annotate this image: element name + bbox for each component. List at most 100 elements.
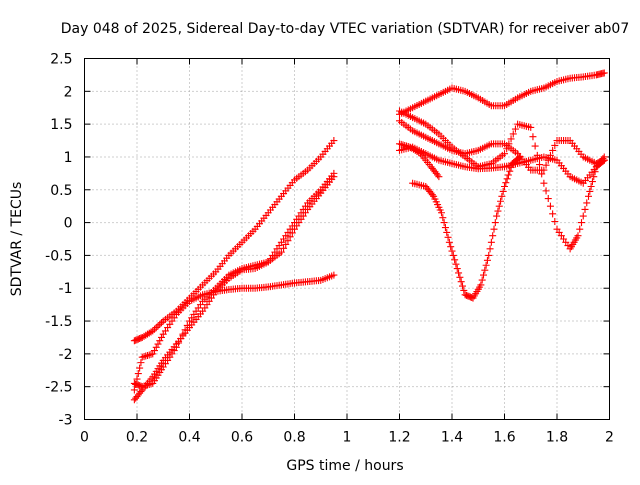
data-point-interp [136, 389, 144, 397]
data-point-interp [564, 242, 572, 250]
data-point-interp [480, 271, 487, 279]
series-track-2 [130, 169, 338, 391]
data-point [540, 179, 548, 187]
data-point-interp [301, 209, 309, 217]
data-point-interp [551, 156, 559, 164]
data-point-interp [491, 219, 499, 227]
data-point-interp [158, 333, 165, 341]
data-point-interp [210, 288, 218, 296]
data-point-interp [544, 195, 552, 203]
data-point-interp [328, 272, 336, 280]
data-point-interp [449, 251, 457, 259]
data-point-interp [170, 343, 178, 351]
data-point-interp [223, 277, 231, 285]
data-point-interp [507, 163, 515, 171]
data-point-interp [236, 240, 244, 248]
data-point-interp [136, 364, 144, 372]
data-point-interp [578, 219, 585, 227]
series-track-10 [396, 140, 443, 181]
data-point-interp [590, 166, 598, 174]
y-axis-label: SDTVAR / TECUs [9, 182, 25, 297]
data-point-interp [472, 147, 480, 155]
series-track-9 [409, 153, 524, 302]
data-point-interp [514, 155, 522, 163]
data-point-interp [170, 314, 178, 322]
data-point-interp [433, 139, 441, 147]
data-point-interp [133, 375, 141, 383]
data-point-interp [511, 148, 519, 156]
data-point-interp [511, 95, 519, 103]
data-point-interp [196, 310, 204, 318]
data-point-interp [196, 301, 204, 309]
data-point-interp [586, 187, 594, 195]
data-point [501, 182, 508, 190]
data-point-interp [152, 324, 160, 332]
data-point-interp [301, 168, 309, 176]
data-point-interp [487, 238, 495, 246]
data-point-interp [577, 150, 585, 158]
data-point-interp [196, 283, 204, 291]
data-point-interp [456, 273, 464, 281]
data-markers [130, 69, 608, 404]
data-point-interp [151, 325, 158, 333]
data-point [453, 265, 461, 273]
data-point-interp [446, 159, 454, 167]
data-point-interp [154, 322, 162, 330]
data-point-interp [590, 173, 598, 181]
data-point-interp [315, 277, 323, 285]
data-point-interp [151, 347, 158, 355]
data-point-interp [443, 228, 451, 236]
data-point-interp [147, 350, 155, 358]
data-point-interp [448, 247, 456, 255]
data-point-interp [482, 261, 490, 269]
data-point-interp [451, 256, 459, 264]
data-point-interp [564, 137, 572, 145]
data-point-interp [328, 139, 336, 147]
data-point-interp [413, 147, 421, 155]
x-tick-label: 0.8 [283, 430, 305, 446]
y-tick-label: 1 [64, 150, 73, 166]
data-point-interp [156, 337, 164, 345]
data-point-interp [428, 191, 436, 199]
y-tick-label: 2.5 [50, 52, 72, 68]
y-tick-label: -1.5 [45, 314, 72, 330]
data-point-interp [288, 179, 296, 187]
data-point-interp [420, 132, 428, 140]
data-point-interp [579, 212, 587, 220]
data-point-interp [137, 388, 145, 396]
data-point-interp [460, 286, 468, 294]
data-point-interp [483, 256, 491, 264]
data-point-interp [436, 206, 444, 214]
data-point-interp [525, 123, 533, 131]
x-tick-label: 0.2 [126, 430, 148, 446]
y-tick-label: 1.5 [50, 117, 72, 133]
axis-ticks: 0 0.2 0.4 0.6 0.8 1 1.2 1.4 1.6 1.8 2 -3 -2.5 -2 -1.5 -… [45, 52, 614, 446]
data-point-interp [542, 161, 550, 169]
data-point-interp [147, 375, 155, 383]
data-point-interp [158, 366, 165, 374]
data-point-interp [459, 87, 467, 95]
series-track-5 [396, 69, 608, 118]
data-point-interp [415, 149, 423, 157]
data-point-interp [506, 167, 514, 175]
data-point-interp [262, 211, 270, 219]
data-point [585, 192, 592, 200]
data-point-interp [427, 189, 435, 197]
data-point-interp [515, 154, 523, 162]
data-point-interp [249, 227, 257, 235]
data-point-interp [529, 133, 537, 141]
x-tick-label: 1.8 [546, 430, 568, 446]
data-point-interp [598, 158, 606, 166]
data-point-interp [486, 245, 494, 253]
data-point-interp [503, 145, 511, 153]
data-point-interp [156, 320, 164, 328]
data-point-interp [564, 75, 572, 83]
data-point-interp [441, 224, 449, 232]
data-point [485, 251, 493, 259]
data-point-interp [551, 217, 559, 225]
data-point-interp [284, 237, 292, 245]
data-point-interp [275, 250, 283, 258]
data-point-interp [525, 163, 533, 171]
data-point-interp [439, 214, 447, 222]
